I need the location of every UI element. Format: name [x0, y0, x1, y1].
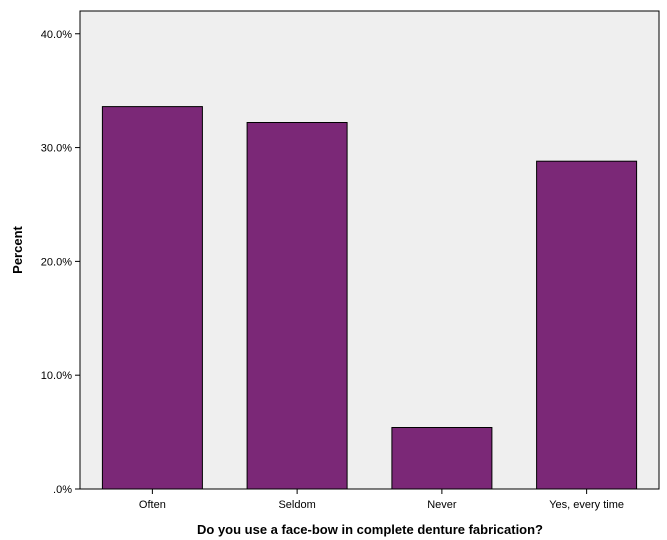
y-tick-label: .0%	[53, 484, 72, 496]
x-axis: Often Seldom Never Yes, every time	[139, 489, 624, 511]
x-axis-title: Do you use a face-bow in complete dentur…	[197, 522, 543, 537]
x-tick-label: Often	[139, 499, 166, 511]
bar-never	[391, 427, 493, 490]
x-tick-label: Seldom	[278, 499, 315, 511]
x-tick-label: Never	[427, 499, 457, 511]
y-axis: .0% 10.0% 20.0% 30.0% 40.0%	[41, 29, 80, 496]
bar-seldom	[246, 122, 348, 490]
bars-group	[101, 106, 638, 490]
y-tick-label: 30.0%	[41, 143, 72, 155]
x-tick-label: Yes, every time	[549, 499, 624, 511]
y-tick-label: 20.0%	[41, 256, 72, 268]
bar-yes-every-time	[536, 160, 638, 490]
y-axis-title: Percent	[10, 225, 25, 273]
y-tick-label: 10.0%	[41, 370, 72, 382]
y-tick-label: 40.0%	[41, 29, 72, 41]
bar-often	[101, 106, 203, 490]
